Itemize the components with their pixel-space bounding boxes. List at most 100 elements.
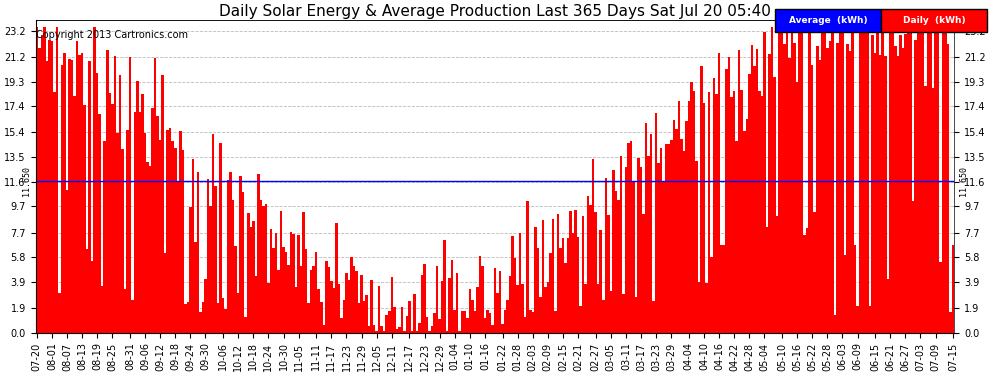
Bar: [78, 55, 81, 333]
Bar: [230, 171, 232, 333]
Bar: [431, 327, 434, 333]
Bar: [370, 280, 373, 333]
Bar: [267, 283, 269, 333]
Bar: [269, 229, 272, 333]
Bar: [858, 27, 861, 333]
Bar: [156, 116, 158, 333]
Bar: [579, 306, 582, 333]
Bar: [643, 214, 644, 333]
Bar: [466, 318, 468, 333]
Bar: [290, 232, 292, 333]
Bar: [941, 27, 944, 333]
Title: Daily Solar Energy & Average Production Last 365 Days Sat Jul 20 05:40: Daily Solar Energy & Average Production …: [219, 4, 771, 19]
Bar: [393, 306, 396, 333]
Bar: [509, 276, 512, 333]
Bar: [776, 216, 778, 333]
Bar: [922, 27, 925, 333]
Bar: [566, 238, 569, 333]
Bar: [866, 27, 869, 333]
Bar: [254, 276, 257, 333]
Bar: [902, 48, 904, 333]
Bar: [897, 56, 899, 333]
Bar: [930, 27, 932, 333]
Bar: [600, 230, 602, 333]
Bar: [944, 27, 946, 333]
Bar: [38, 48, 41, 333]
Bar: [169, 128, 171, 333]
Bar: [556, 214, 559, 333]
Bar: [798, 29, 801, 333]
Bar: [50, 41, 53, 333]
Bar: [91, 261, 93, 333]
Bar: [142, 93, 144, 333]
Bar: [630, 141, 633, 333]
Bar: [486, 310, 489, 333]
Bar: [843, 255, 846, 333]
Bar: [282, 247, 285, 333]
Bar: [468, 289, 471, 333]
Bar: [450, 260, 453, 333]
Bar: [716, 94, 718, 333]
Bar: [207, 179, 209, 333]
Bar: [323, 326, 325, 333]
Bar: [587, 196, 589, 333]
Bar: [333, 288, 336, 333]
Bar: [214, 186, 217, 333]
Bar: [124, 289, 126, 333]
Bar: [788, 58, 791, 333]
Text: Copyright 2013 Cartronics.com: Copyright 2013 Cartronics.com: [37, 30, 188, 40]
Bar: [448, 278, 450, 333]
Bar: [640, 167, 643, 333]
Text: Average  (kWh): Average (kWh): [789, 16, 867, 25]
Bar: [496, 293, 499, 333]
Bar: [546, 282, 549, 333]
Bar: [174, 148, 176, 333]
Bar: [132, 300, 134, 333]
Bar: [134, 112, 137, 333]
Bar: [633, 180, 635, 333]
Bar: [743, 130, 745, 333]
Bar: [429, 331, 431, 333]
Bar: [501, 324, 504, 333]
Bar: [801, 27, 804, 333]
Bar: [217, 303, 220, 333]
Bar: [718, 53, 721, 333]
Bar: [491, 325, 494, 333]
Bar: [181, 150, 184, 333]
Bar: [848, 51, 851, 333]
Bar: [55, 27, 58, 333]
Bar: [41, 35, 44, 333]
Bar: [343, 300, 346, 333]
Bar: [411, 331, 413, 333]
Bar: [398, 327, 401, 333]
Bar: [569, 211, 572, 333]
Bar: [726, 69, 728, 333]
Bar: [748, 74, 750, 333]
Bar: [65, 190, 68, 333]
Bar: [909, 27, 912, 333]
Bar: [161, 75, 164, 333]
Bar: [677, 101, 680, 333]
Bar: [834, 315, 837, 333]
Bar: [529, 310, 532, 333]
Bar: [96, 73, 98, 333]
Bar: [698, 282, 700, 333]
Bar: [534, 227, 537, 333]
Bar: [647, 156, 649, 333]
Bar: [750, 45, 753, 333]
Bar: [227, 180, 230, 333]
Bar: [413, 294, 416, 333]
Bar: [176, 182, 179, 333]
Bar: [194, 242, 197, 333]
Bar: [856, 306, 858, 333]
Bar: [837, 42, 839, 333]
Bar: [846, 44, 848, 333]
Bar: [235, 246, 237, 333]
Bar: [220, 142, 222, 333]
Bar: [886, 279, 889, 333]
Bar: [151, 108, 153, 333]
Bar: [346, 273, 347, 333]
Bar: [463, 310, 466, 333]
Bar: [453, 310, 456, 333]
Bar: [889, 27, 892, 333]
